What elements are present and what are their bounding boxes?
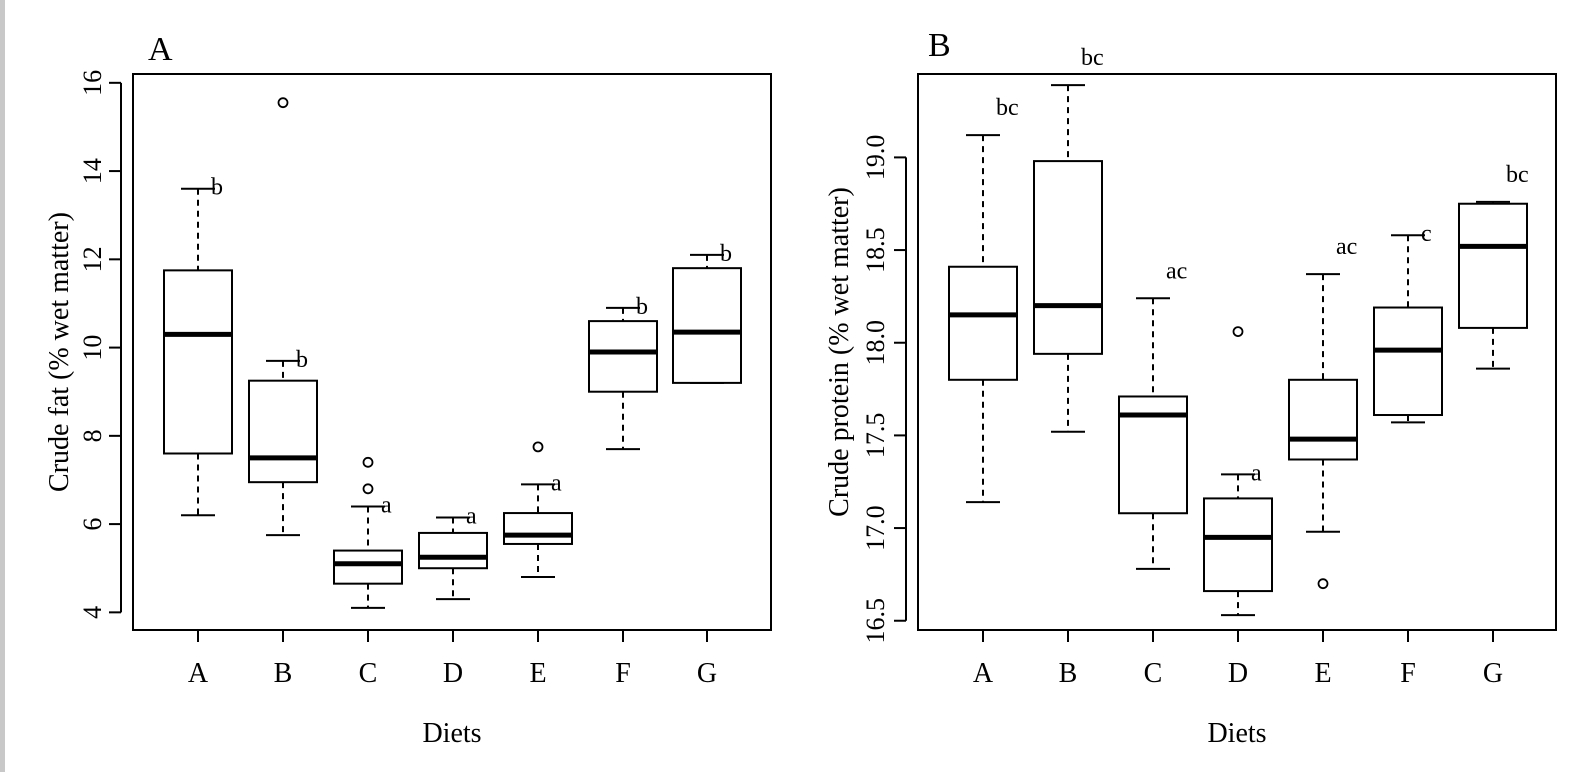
iqr-box <box>333 549 403 585</box>
iqr-box <box>418 531 488 570</box>
iqr-box <box>1203 497 1273 593</box>
y-tick-label: 18.5 <box>861 227 890 272</box>
x-axis-title: Diets <box>1207 718 1266 749</box>
y-tick-label: 4 <box>78 606 107 619</box>
outlier-point <box>277 97 289 109</box>
significance-letter: a <box>1251 460 1262 486</box>
y-tick-label: 18.0 <box>861 320 890 366</box>
y-tick-label: 14 <box>78 158 107 184</box>
chart-panel-a: A 4 6 8 10 12 14 16 A B C D E F G Diets Crude fat (% wet… <box>44 31 772 749</box>
x-tick-label: B <box>1059 658 1078 689</box>
x-tick-label: C <box>1144 658 1163 689</box>
significance-letter: c <box>1421 221 1432 247</box>
box-c: a <box>333 456 403 609</box>
box-f: b <box>588 294 658 451</box>
box-e: a <box>503 441 573 579</box>
panel-label: B <box>928 27 951 64</box>
y-tick-label: 19.0 <box>861 135 890 181</box>
y-axis-title: Crude protein (% wet matter) <box>824 187 855 517</box>
iqr-box <box>163 269 233 455</box>
outlier-point <box>1317 578 1329 590</box>
y-tick-label: 17.5 <box>861 413 890 459</box>
iqr-box <box>1288 378 1358 461</box>
box-c: ac <box>1118 258 1188 570</box>
significance-letter: b <box>636 294 648 320</box>
box-g: bc <box>1458 162 1529 370</box>
left-border-strip <box>0 0 5 772</box>
y-tick-label: 8 <box>78 429 107 442</box>
significance-letter: b <box>720 241 732 267</box>
x-tick-label: F <box>1400 658 1416 689</box>
significance-letter: bc <box>996 95 1019 121</box>
iqr-box <box>1458 202 1528 329</box>
chart-panel-b: B 16.5 17.0 17.5 18.0 18.5 19.0 A B C D E F G Diets Cru… <box>824 27 1557 749</box>
significance-letter: ac <box>1336 234 1357 260</box>
x-tick-label: F <box>615 658 631 689</box>
iqr-box <box>1373 306 1443 417</box>
box-d: a <box>1203 326 1273 617</box>
x-tick-label: E <box>529 658 546 689</box>
x-tick-label: C <box>359 658 378 689</box>
x-tick-label: G <box>697 658 717 689</box>
box-f: c <box>1373 221 1443 424</box>
x-tick-label: G <box>1483 658 1503 689</box>
y-tick-label: 16 <box>78 70 107 96</box>
y-axis-title: Crude fat (% wet matter) <box>44 212 75 492</box>
box-b: b <box>248 97 318 537</box>
panel-label: A <box>148 31 173 68</box>
y-tick-label: 10 <box>78 335 107 361</box>
y-tick-label: 17.0 <box>861 505 890 551</box>
x-tick-label: A <box>188 658 209 689</box>
x-tick-label: E <box>1314 658 1331 689</box>
significance-letter: bc <box>1506 162 1529 188</box>
x-tick-label: D <box>1228 658 1248 689</box>
y-tick-label: 16.5 <box>861 598 890 644</box>
x-tick-label: B <box>274 658 293 689</box>
x-tick-label: D <box>443 658 463 689</box>
outlier-point <box>532 441 544 453</box>
significance-letter: ac <box>1166 258 1187 284</box>
iqr-box <box>1033 160 1103 355</box>
box-e: ac <box>1288 234 1358 590</box>
x-axis-title: Diets <box>422 718 481 749</box>
box-b: bc <box>1033 45 1104 433</box>
iqr-box <box>672 267 742 384</box>
y-tick-label: 6 <box>78 518 107 531</box>
outlier-point <box>362 483 374 495</box>
significance-letter: b <box>211 175 223 201</box>
box-g: b <box>672 241 742 384</box>
iqr-box <box>948 265 1018 381</box>
iqr-box <box>248 379 318 484</box>
outlier-point <box>1232 326 1244 338</box>
iqr-box <box>503 512 573 545</box>
box-a: bc <box>948 95 1019 504</box>
significance-letter: b <box>296 347 308 373</box>
box-d: a <box>418 503 488 601</box>
x-tick-label: A <box>973 658 994 689</box>
significance-letter: a <box>466 503 477 529</box>
iqr-box <box>588 320 658 393</box>
significance-letter: a <box>381 492 392 518</box>
outlier-point <box>362 456 374 468</box>
box-a: b <box>163 175 233 517</box>
significance-letter: a <box>551 470 562 496</box>
significance-letter: bc <box>1081 45 1104 71</box>
y-tick-label: 12 <box>78 246 107 272</box>
